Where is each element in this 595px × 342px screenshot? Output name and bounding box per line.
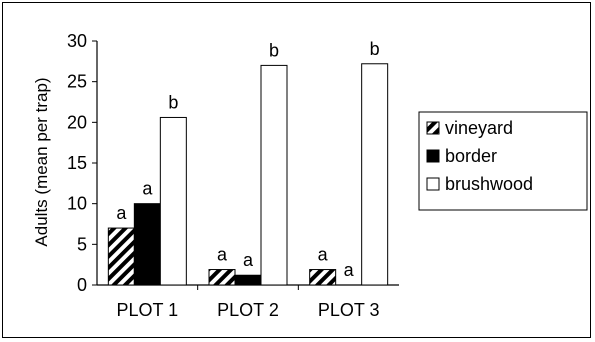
y-tick-label: 10 bbox=[67, 194, 87, 214]
significance-letter: a bbox=[217, 245, 228, 265]
legend-swatch-vineyard bbox=[426, 121, 440, 135]
bar-brushwood bbox=[361, 63, 389, 286]
legend-label-border: border bbox=[445, 146, 497, 166]
significance-letter: b bbox=[269, 40, 279, 60]
y-tick-label: 20 bbox=[67, 112, 87, 132]
significance-letter: a bbox=[243, 250, 254, 270]
legend-swatch-border bbox=[426, 149, 440, 163]
bar-brushwood bbox=[260, 64, 288, 286]
y-tick-label: 25 bbox=[67, 72, 87, 92]
y-axis-title: Adults (mean per trap) bbox=[32, 77, 51, 246]
bar-vineyard bbox=[107, 227, 135, 286]
bar-brushwood bbox=[159, 116, 187, 286]
significance-letter: b bbox=[370, 39, 380, 59]
x-tick-label: PLOT 1 bbox=[116, 300, 178, 320]
bar-vineyard bbox=[309, 269, 337, 286]
x-tick-label: PLOT 2 bbox=[217, 300, 279, 320]
significance-letter: b bbox=[168, 92, 178, 112]
significance-letter: a bbox=[344, 260, 355, 280]
chart-frame bbox=[2, 2, 591, 338]
significance-letter: a bbox=[318, 245, 329, 265]
legend-label-vineyard: vineyard bbox=[445, 118, 513, 138]
y-tick-label: 0 bbox=[77, 275, 87, 295]
y-tick-label: 30 bbox=[67, 31, 87, 51]
bar-vineyard bbox=[208, 269, 236, 286]
y-tick-label: 5 bbox=[77, 234, 87, 254]
bar-border bbox=[133, 203, 161, 286]
x-tick-label: PLOT 3 bbox=[318, 300, 380, 320]
significance-letter: a bbox=[116, 203, 127, 223]
legend-label-brushwood: brushwood bbox=[445, 174, 533, 194]
y-tick-label: 15 bbox=[67, 153, 87, 173]
legend: vineyard border brushwood bbox=[418, 111, 588, 211]
legend-swatch-brushwood bbox=[426, 177, 440, 191]
significance-letter: a bbox=[142, 179, 153, 199]
bar-border bbox=[234, 274, 262, 286]
legend-box bbox=[418, 111, 588, 211]
